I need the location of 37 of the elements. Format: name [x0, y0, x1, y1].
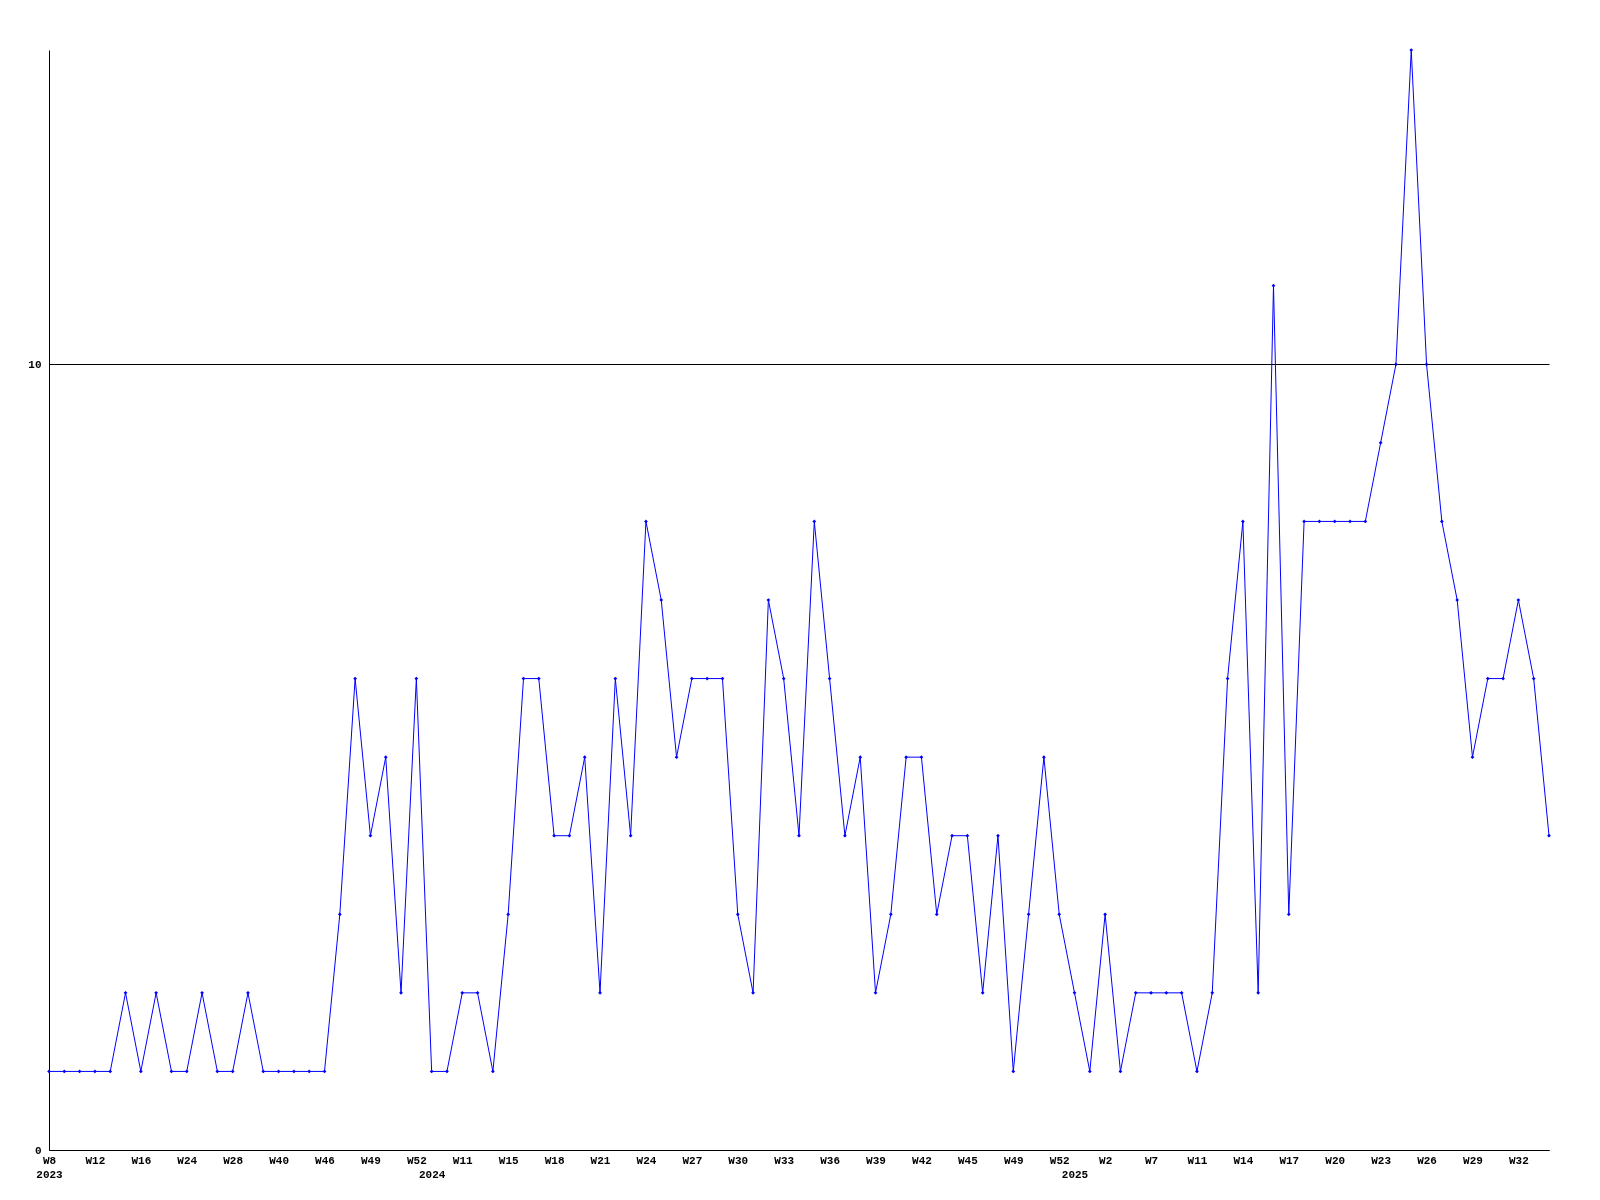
x-tick-label: W2	[1099, 1154, 1113, 1167]
x-tick-label: W29	[1463, 1154, 1483, 1167]
x-tick-label: W12	[85, 1154, 106, 1167]
x-tick-label: W11	[452, 1154, 474, 1167]
x-tick-label: W26	[1417, 1154, 1437, 1167]
x-tick-label: W7	[1144, 1154, 1159, 1167]
x-tick-label: W20	[1325, 1154, 1346, 1167]
x-tick-label: 2025	[1061, 1168, 1089, 1181]
x-tick-label: W14	[1233, 1154, 1254, 1167]
x-tick-label: W30	[728, 1154, 749, 1167]
x-tick-label: W24	[177, 1154, 198, 1167]
x-tick-label: W39	[866, 1154, 886, 1167]
x-tick-label: W46	[315, 1154, 335, 1167]
x-tick-label: W40	[269, 1154, 289, 1167]
x-tick-label: W16	[131, 1154, 152, 1167]
x-tick-label: W49	[1003, 1154, 1024, 1167]
x-tick-label: 2024	[418, 1168, 446, 1181]
x-tick-label: W32	[1508, 1154, 1529, 1167]
y-tick-label: 0	[34, 1144, 42, 1157]
x-tick-label: W27	[682, 1154, 703, 1167]
x-tick-label: W36	[820, 1154, 841, 1167]
x-tick-label: W45	[957, 1154, 979, 1167]
x-tick-label: W24	[636, 1154, 657, 1167]
x-tick-label: W23	[1371, 1154, 1392, 1167]
y-tick-label: 10	[28, 358, 42, 371]
x-tick-label: W28	[223, 1154, 244, 1167]
x-tick-label: W21	[590, 1154, 611, 1167]
x-tick-label: W18	[544, 1154, 565, 1167]
x-tick-label: W49	[361, 1154, 381, 1167]
x-tick-label: W33	[774, 1154, 795, 1167]
x-tick-label: W11	[1187, 1154, 1208, 1167]
x-tick-label: W15	[498, 1154, 519, 1167]
x-tick-label: W52	[406, 1154, 427, 1167]
x-tick-label: W8 2023	[36, 1154, 64, 1181]
x-tick-label: W52	[1049, 1154, 1070, 1167]
x-tick-label: W42	[912, 1154, 932, 1167]
x-tick-label: W17	[1279, 1154, 1300, 1167]
